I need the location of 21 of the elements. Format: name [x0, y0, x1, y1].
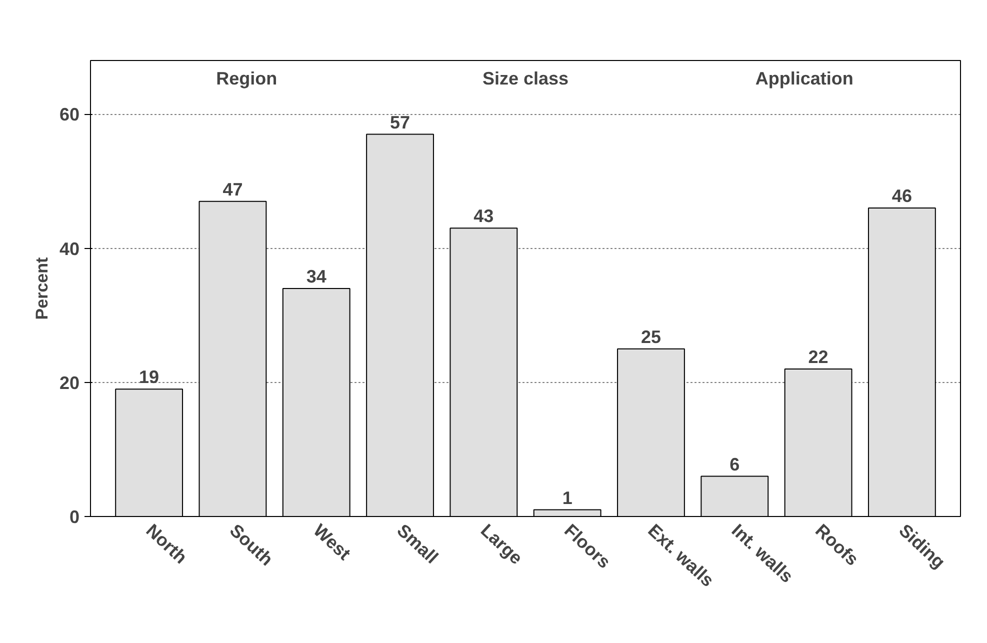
- data-label: 1: [562, 488, 572, 508]
- bar: [115, 388, 184, 516]
- data-label: 46: [892, 186, 912, 206]
- data-label: 19: [139, 367, 160, 388]
- data-label: 43: [474, 206, 494, 226]
- y-axis-title: Percent: [32, 256, 52, 320]
- y-tick-label: 0: [69, 507, 80, 527]
- bar: [533, 509, 602, 516]
- data-label: 25: [640, 326, 661, 347]
- data-label: 6: [730, 454, 740, 474]
- y-tick-label: 40: [59, 238, 80, 259]
- data-label: 34: [306, 266, 326, 286]
- data-label: 57: [390, 112, 410, 132]
- y-tick-label: 60: [59, 104, 80, 125]
- annotation: Application: [755, 68, 854, 88]
- data-label: 47: [222, 179, 243, 200]
- annotation: Size class: [482, 68, 569, 88]
- bar: [700, 476, 769, 516]
- data-label: 22: [808, 346, 828, 367]
- annotation: Region: [216, 68, 278, 88]
- y-tick-label: 20: [59, 372, 80, 393]
